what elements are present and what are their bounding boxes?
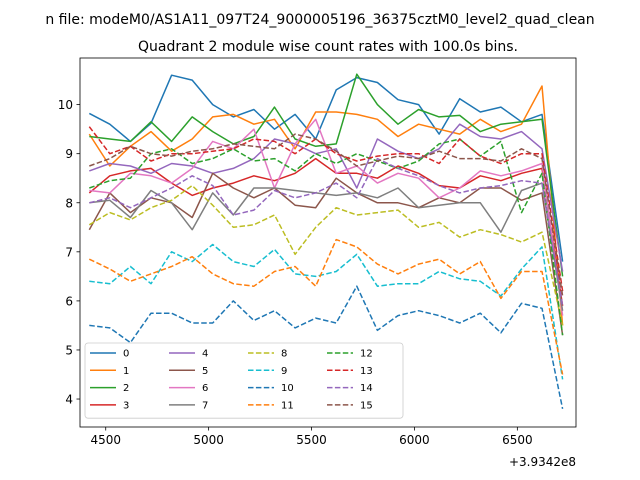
plot-frame xyxy=(79,57,577,428)
y-tick-label: 7 xyxy=(65,245,73,259)
y-tick-label: 5 xyxy=(65,343,73,357)
y-tick-label: 10 xyxy=(58,98,73,112)
x-tick-label: 4500 xyxy=(90,433,121,447)
legend-label-7: 7 xyxy=(202,400,208,411)
legend-label-14: 14 xyxy=(360,383,373,394)
x-tick-label: 5500 xyxy=(296,433,327,447)
figure-suptitle: n file: modeM0/AS1A11_097T24_9000005196_… xyxy=(45,12,594,28)
series-line-13 xyxy=(88,126,564,292)
series-line-15 xyxy=(89,133,564,297)
series-line-10 xyxy=(89,285,564,409)
series-line-8 xyxy=(88,184,564,326)
series-line-0 xyxy=(88,74,564,262)
series-layer xyxy=(88,73,564,409)
series-line-12 xyxy=(89,138,564,336)
series-line-14 xyxy=(89,157,564,306)
legend-label-2: 2 xyxy=(123,383,129,394)
legend-label-8: 8 xyxy=(281,349,287,360)
x-axis: 4500 5000 5500 6000 6500 xyxy=(90,427,533,447)
legend-box xyxy=(84,342,404,419)
y-tick-label: 9 xyxy=(65,147,73,161)
legend-label-10: 10 xyxy=(281,383,294,394)
legend-label-0: 0 xyxy=(123,349,129,360)
legend-label-11: 11 xyxy=(281,400,294,411)
legend-label-3: 3 xyxy=(123,400,129,411)
legend-label-9: 9 xyxy=(281,366,287,377)
y-tick-label: 6 xyxy=(65,294,73,308)
y-tick-label: 8 xyxy=(65,196,73,210)
series-line-4 xyxy=(89,123,564,272)
series-line-3 xyxy=(88,157,564,306)
legend-label-5: 5 xyxy=(202,366,208,377)
series-line-9 xyxy=(89,243,564,380)
legend-label-4: 4 xyxy=(202,349,208,360)
legend-label-6: 6 xyxy=(202,383,208,394)
legend-label-1: 1 xyxy=(123,366,129,377)
y-tick-label: 4 xyxy=(65,393,73,407)
x-tick-label: 5000 xyxy=(193,433,224,447)
y-axis: 4 5 6 7 8 9 10 xyxy=(58,98,80,407)
chart-title: Quadrant 2 module wise count rates with … xyxy=(138,39,518,55)
legend-label-12: 12 xyxy=(360,349,373,360)
legend-label-13: 13 xyxy=(360,366,373,377)
x-tick-label: 6500 xyxy=(502,433,533,447)
legend-label-15: 15 xyxy=(360,400,373,411)
x-offset-label: +3.9342e8 xyxy=(509,455,576,469)
series-line-1 xyxy=(88,85,564,326)
x-tick-label: 6000 xyxy=(399,433,430,447)
